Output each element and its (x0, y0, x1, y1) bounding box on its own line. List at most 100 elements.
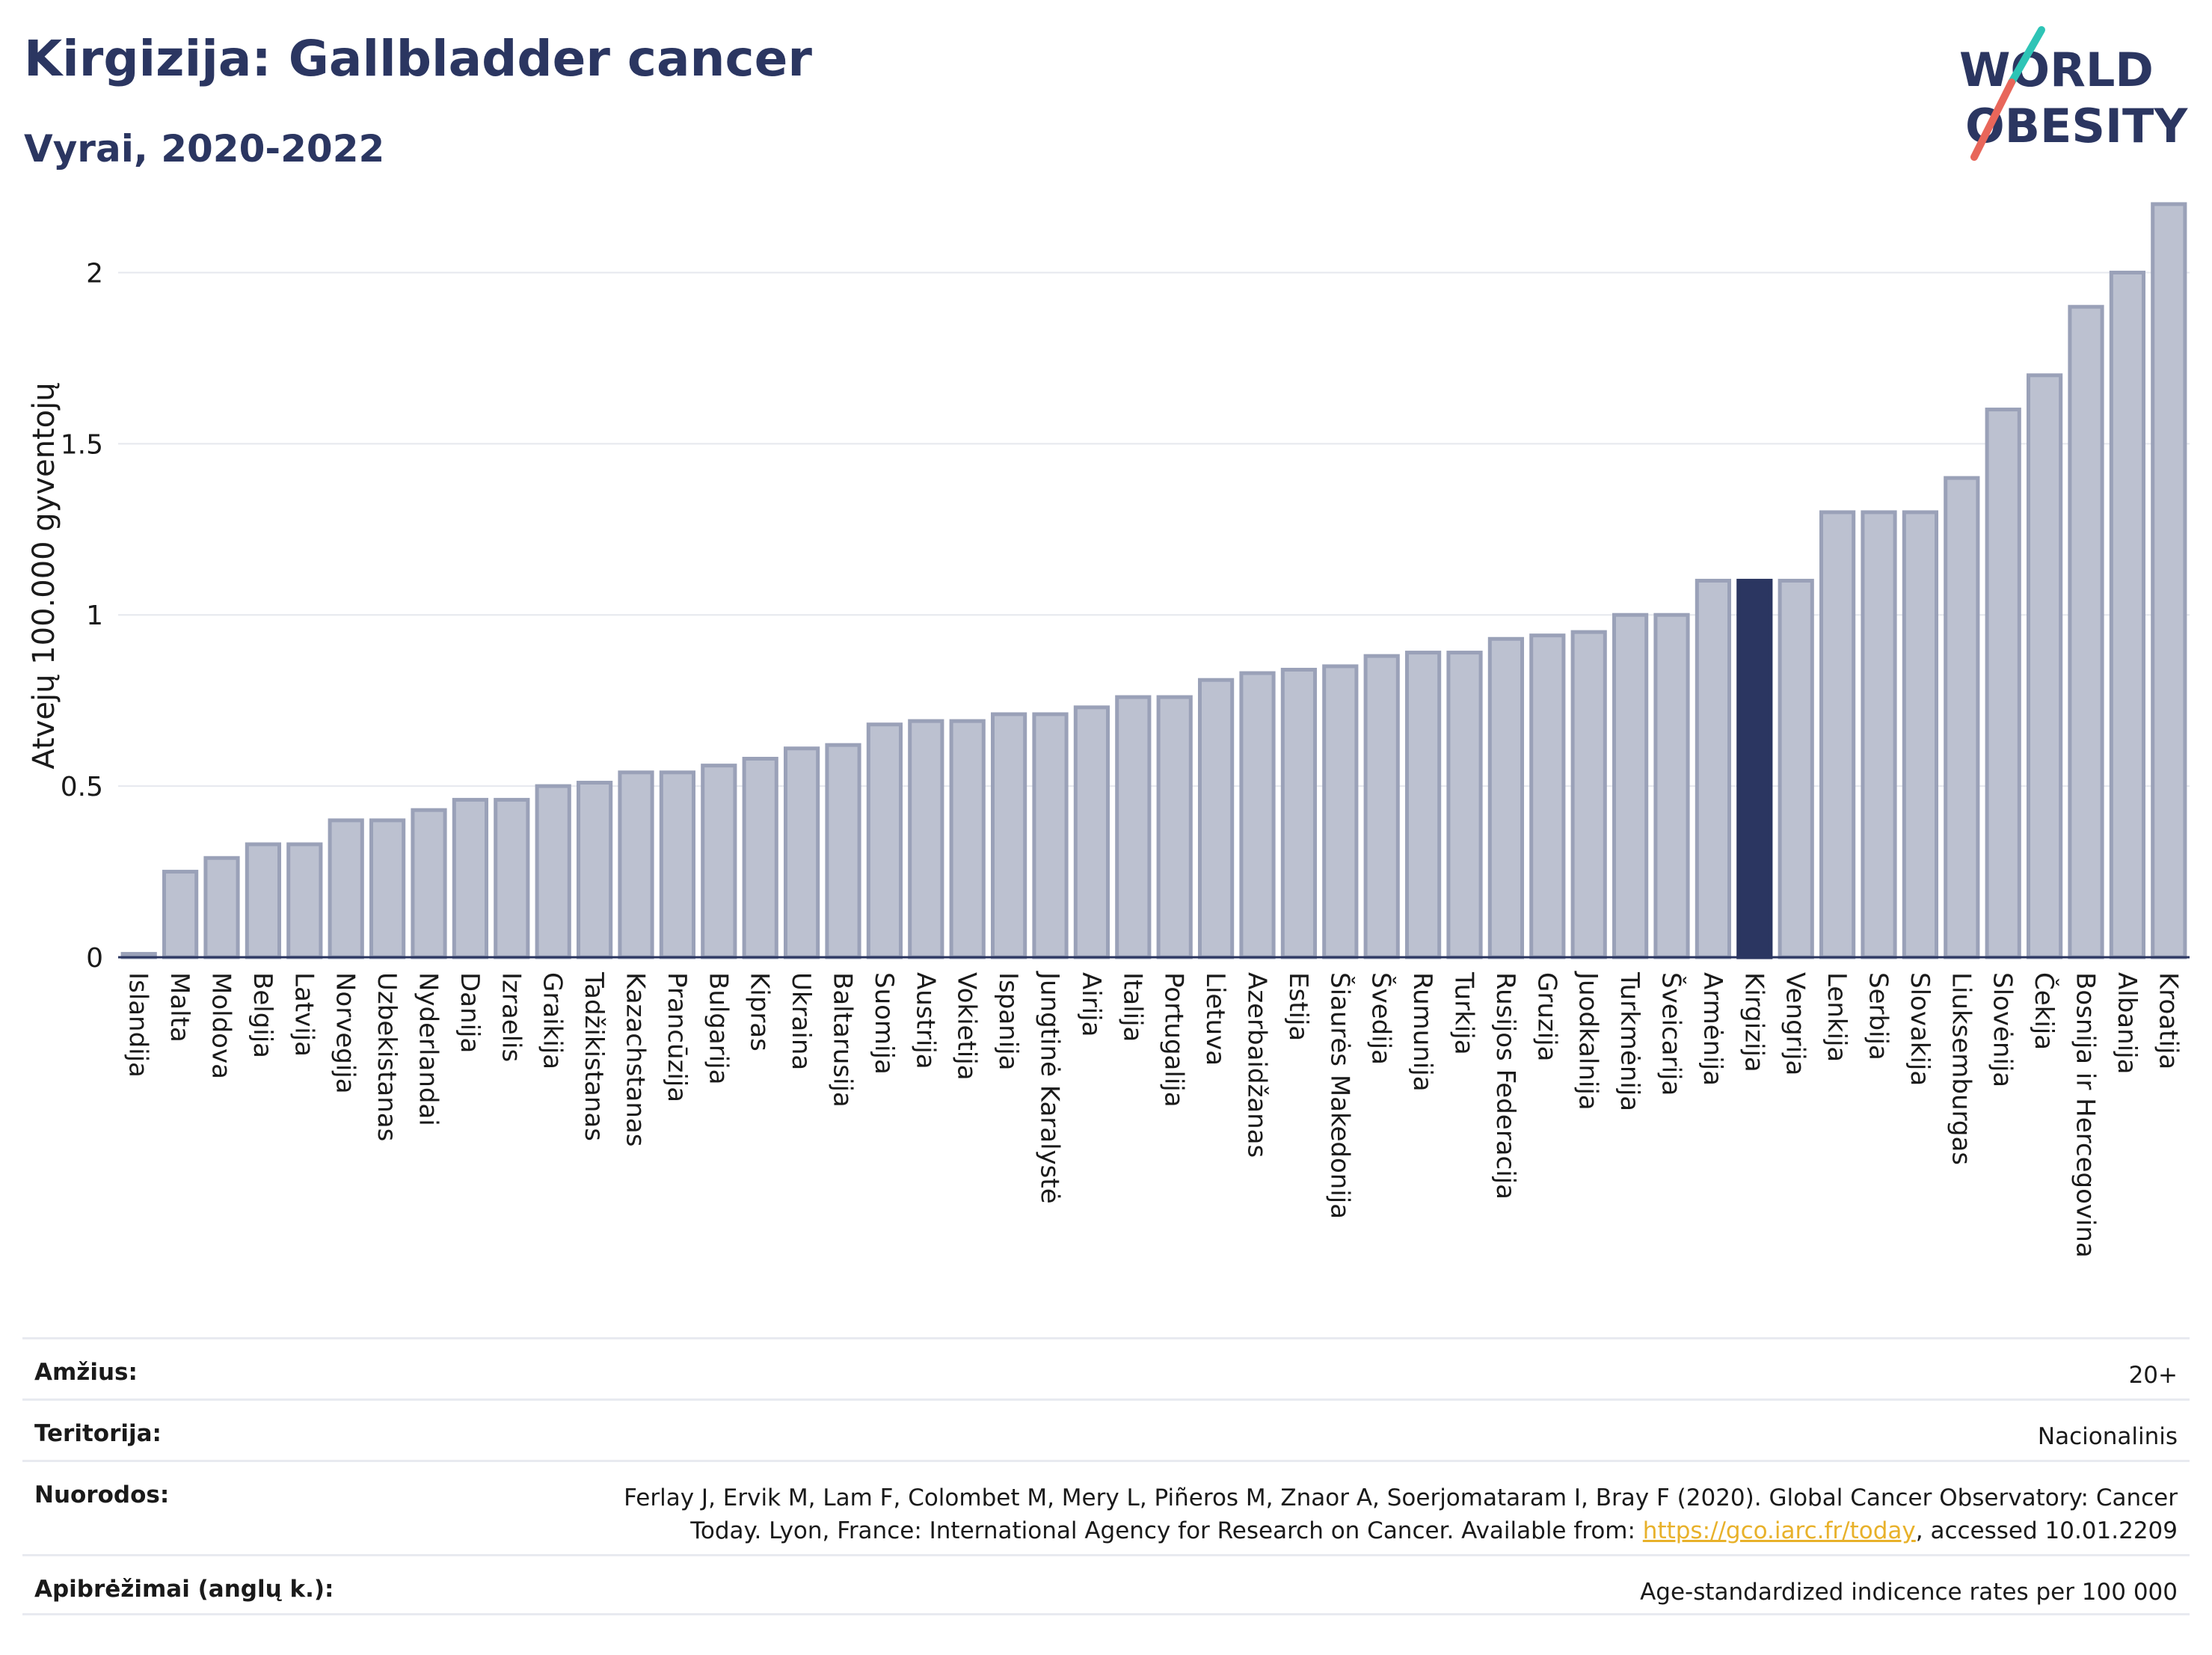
x-tick-label: Belgija (248, 972, 277, 1058)
x-tick-label: Čekija (2029, 972, 2059, 1050)
bar-Norvegija (328, 818, 364, 959)
bar-Vengrija (1778, 578, 1814, 959)
bar-Čekija (2026, 373, 2063, 959)
x-tick-label: Turkija (1449, 971, 1479, 1055)
bar-Tadžikistanas (576, 781, 613, 959)
bar-Estija (1280, 667, 1318, 959)
bar-Liuksemburgas (1944, 476, 1980, 959)
references-label: Nuorodos: (34, 1481, 170, 1508)
bar-Graikija (535, 784, 571, 959)
bar-Portugalija (1156, 695, 1193, 959)
x-tick-label: Turkmėnija (1615, 971, 1644, 1111)
definitions-label: Apibrėžimai (anglų k.): (34, 1576, 334, 1603)
x-tick-label: Kroatija (2153, 972, 2183, 1069)
territory-value: Nacionalinis (2037, 1423, 2178, 1450)
y-tick-label: 0 (86, 943, 103, 974)
x-tick-label: Šveicarija (1656, 972, 1687, 1096)
x-tick-label: Vengrija (1781, 972, 1810, 1075)
bar-Airija (1073, 705, 1110, 959)
bar-Bulgarija (701, 764, 737, 959)
bar-Uzbekistanas (369, 818, 406, 959)
x-tick-label: Lietuva (1200, 972, 1230, 1066)
y-tick-label: 0.5 (61, 772, 103, 802)
meta-row-definitions: Apibrėžimai (anglų k.): Age-standardized… (22, 1554, 2190, 1615)
x-tick-label: Malta (165, 972, 194, 1043)
x-tick-label: Moldova (206, 972, 236, 1079)
bar-Latvija (286, 842, 323, 959)
bar-Kazachstanas (618, 770, 654, 959)
bar-Švedija (1363, 654, 1400, 959)
y-tick-label: 1 (86, 601, 103, 631)
x-tick-label: Kazachstanas (621, 972, 651, 1146)
x-tick-label: Slovakija (1905, 972, 1935, 1086)
meta-row-age: Amžius: 20+ (22, 1337, 2190, 1398)
x-tick-label: Šiaurės Makedonija (1324, 972, 1355, 1219)
bar-Kipras (742, 756, 778, 959)
x-tick-label: Uzbekistanas (372, 972, 402, 1141)
bar-Slovakija (1902, 510, 1939, 959)
bar-Danija (452, 797, 489, 959)
bar-Jungtinė Karalystė (1032, 712, 1069, 959)
logo-slash-coral (1970, 79, 2015, 161)
bar-Izraelis (494, 797, 530, 959)
logo-text-world: WORLD (1959, 43, 2154, 97)
chart-subtitle: Vyrai, 2020-2022 (24, 127, 385, 171)
meta-row-references: Nuorodos: Ferlay J, Ervik M, Lam F, Colo… (22, 1460, 2190, 1554)
bar-Gruzija (1529, 633, 1566, 959)
bar-Austrija (908, 719, 944, 959)
bar-Azerbaidžanas (1239, 671, 1276, 959)
x-tick-label: Kipras (745, 972, 775, 1051)
x-tick-label: Baltarusija (828, 972, 858, 1108)
x-tick-label: Albanija (2112, 972, 2142, 1074)
x-tick-label: Kirgizija (1739, 972, 1769, 1072)
definitions-value: Age-standardized indicence rates per 100… (1640, 1579, 2178, 1606)
y-tick-label: 1.5 (61, 429, 103, 460)
bar-Nyderlandai (411, 808, 447, 959)
bar-Šveicarija (1653, 612, 1690, 959)
x-tick-label: Latvija (289, 972, 319, 1057)
world-obesity-logo: WORLD OBESITY (1959, 26, 2188, 161)
bar-Slovėnija (1985, 408, 2021, 959)
x-tick-label: Izraelis (496, 972, 526, 1062)
bar-Šiaurės Makedonija (1322, 664, 1359, 959)
bars (120, 202, 2187, 959)
metadata-table: Amžius: 20+ Teritorija: Nacionalinis Nuo… (22, 1337, 2190, 1615)
references-value: Ferlay J, Ervik M, Lam F, Colombet M, Me… (624, 1481, 2178, 1547)
references-line2-pre: Today. Lyon, France: International Agenc… (690, 1517, 1643, 1544)
x-tick-label: Armėnija (1698, 972, 1727, 1086)
x-tick-label: Portugalija (1159, 972, 1189, 1108)
chart-title: Kirgizija: Gallbladder cancer (24, 30, 812, 87)
y-axis-label: Atvejų 100.000 gyventojų (27, 382, 61, 769)
y-tick-label: 2 (86, 258, 103, 289)
x-tick-label: Vokietija (952, 972, 982, 1081)
bar-Lietuva (1197, 678, 1235, 959)
bar-Albanija (2109, 270, 2146, 959)
x-tick-label: Italija (1117, 972, 1147, 1042)
references-line1: Ferlay J, Ervik M, Lam F, Colombet M, Me… (624, 1484, 2178, 1511)
x-tick-label: Rusijos Federacija (1490, 972, 1520, 1200)
references-link[interactable]: https://gco.iarc.fr/today (1642, 1517, 1916, 1544)
bar-Kroatija (2151, 202, 2187, 959)
x-tick-label: Austrija (910, 972, 940, 1069)
bar-Vokietija (949, 719, 986, 959)
x-tick-label: Jungtinė Karalystė (1035, 971, 1065, 1204)
bar-Turkija (1446, 651, 1483, 959)
x-tick-label: Ukraina (786, 972, 816, 1070)
x-tick-label: Bosnija ir Hercegovina (2071, 972, 2101, 1258)
bar-Italija (1115, 695, 1152, 959)
meta-row-territory: Teritorija: Nacionalinis (22, 1398, 2190, 1460)
x-tick-label: Azerbaidžanas (1242, 972, 1272, 1158)
x-tick-label: Rumunija (1407, 972, 1437, 1092)
bar-Malta (162, 870, 199, 959)
x-tick-label: Norvegija (331, 972, 360, 1094)
logo-slash-teal (2008, 26, 2045, 86)
x-tick-labels: Islandija Malta Moldova Belgija Latvija Norve… (123, 971, 2184, 1258)
references-line2-post: , accessed 10.01.2209 (1915, 1517, 2178, 1544)
x-tick-label: Airija (1076, 972, 1106, 1037)
bar-Turkmėnija (1612, 612, 1649, 959)
x-tick-label: Juodkalnija (1573, 971, 1603, 1111)
x-tick-label: Slovėnija (1988, 972, 2018, 1087)
bar-Lenkija (1819, 510, 1856, 959)
bar-Serbija (1861, 510, 1897, 959)
bar-Armėnija (1695, 578, 1732, 959)
